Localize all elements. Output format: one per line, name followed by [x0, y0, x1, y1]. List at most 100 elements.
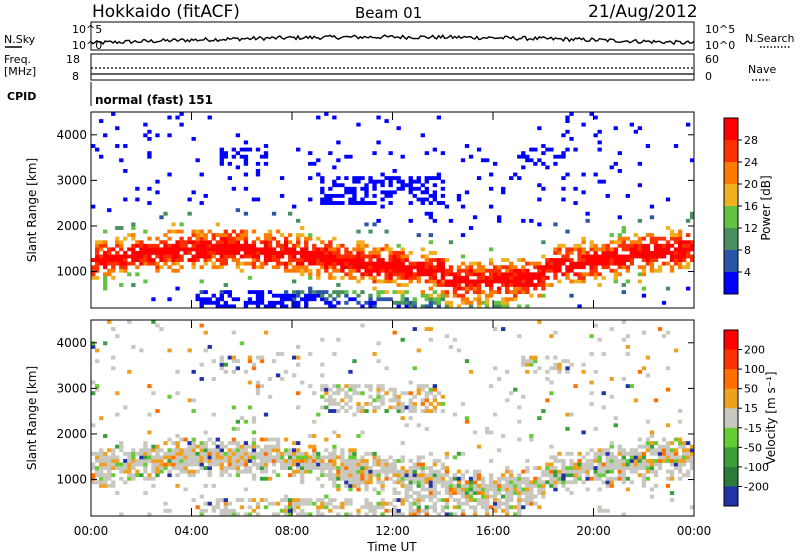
- velocity-cell: [501, 502, 505, 506]
- power-cell: [372, 262, 376, 266]
- velocity-cell: [183, 466, 187, 470]
- velocity-cell: [445, 498, 449, 502]
- velocity-cell: [501, 487, 505, 491]
- velocity-cell: [581, 430, 585, 434]
- power-cell: [505, 290, 509, 294]
- power-cell: [606, 258, 610, 262]
- power-cell: [670, 269, 674, 273]
- power-cell: [292, 279, 296, 283]
- velocity-cell: [682, 448, 686, 452]
- power-cell: [348, 155, 352, 159]
- velocity-cell: [537, 320, 541, 324]
- power-cell: [200, 230, 204, 234]
- power-cell: [441, 294, 445, 298]
- power-cell: [372, 194, 376, 198]
- velocity-cell: [192, 445, 196, 449]
- velocity-cell: [517, 420, 521, 424]
- power-cell: [192, 258, 196, 262]
- velocity-cell: [328, 509, 332, 513]
- velocity-cell: [485, 509, 489, 513]
- velocity-cell: [529, 502, 533, 506]
- velocity-cell: [553, 470, 557, 474]
- power-cell: [224, 255, 228, 259]
- power-cell: [296, 219, 300, 223]
- velocity-cell: [646, 373, 650, 377]
- power-cell: [171, 244, 175, 248]
- power-cell: [300, 297, 304, 301]
- velocity-cell: [200, 466, 204, 470]
- power-cell: [529, 283, 533, 287]
- velocity-cell: [513, 484, 517, 488]
- velocity-cell: [372, 352, 376, 356]
- velocity-cell: [175, 441, 179, 445]
- power-cell: [642, 287, 646, 291]
- velocity-cell: [401, 459, 405, 463]
- power-cell: [200, 247, 204, 251]
- colorbar-segment: [724, 467, 738, 487]
- power-cell: [380, 190, 384, 194]
- power-cell: [344, 301, 348, 305]
- power-cell: [618, 262, 622, 266]
- velocity-cell: [364, 470, 368, 474]
- power-cell: [372, 276, 376, 280]
- power-cell: [429, 272, 433, 276]
- velocity-cell: [175, 445, 179, 449]
- power-cell: [356, 279, 360, 283]
- velocity-cell: [481, 505, 485, 509]
- colorbar-segment: [724, 228, 738, 250]
- power-cell: [545, 262, 549, 266]
- power-cell: [457, 198, 461, 202]
- velocity-cell: [662, 448, 666, 452]
- velocity-panel: 1000200030004000 00:00 04:00 08:00 12:00 16:…: [25, 320, 711, 538]
- velocity-cell: [626, 384, 630, 388]
- velocity-cell: [131, 452, 135, 456]
- velocity-cell: [397, 473, 401, 477]
- power-cell: [236, 233, 240, 237]
- velocity-cell: [228, 459, 232, 463]
- velocity-cell: [642, 477, 646, 481]
- velocity-cell: [457, 480, 461, 484]
- power-cell: [417, 276, 421, 280]
- power-cell: [143, 133, 147, 137]
- velocity-cell: [686, 473, 690, 477]
- power-cell: [284, 294, 288, 298]
- velocity-cell: [99, 470, 103, 474]
- velocity-cell: [517, 406, 521, 410]
- velocity-cell: [646, 470, 650, 474]
- velocity-cell: [481, 498, 485, 502]
- velocity-cell: [268, 395, 272, 399]
- velocity-cell: [581, 466, 585, 470]
- power-cell: [368, 272, 372, 276]
- velocity-cell: [127, 463, 131, 467]
- power-cell: [589, 255, 593, 259]
- velocity-cell: [216, 455, 220, 459]
- velocity-cell: [429, 484, 433, 488]
- power-cell: [429, 258, 433, 262]
- velocity-cell: [561, 480, 565, 484]
- velocity-cell: [666, 459, 670, 463]
- velocity-cell: [300, 466, 304, 470]
- velocity-cell: [208, 466, 212, 470]
- velocity-cell: [461, 487, 465, 491]
- power-cell: [521, 290, 525, 294]
- power-cell: [581, 255, 585, 259]
- power-cell: [131, 237, 135, 241]
- velocity-cell: [445, 452, 449, 456]
- power-cell: [622, 226, 626, 230]
- power-cell: [119, 258, 123, 262]
- power-cell: [175, 116, 179, 120]
- power-cell: [469, 265, 473, 269]
- velocity-cell: [413, 470, 417, 474]
- velocity-cell: [352, 484, 356, 488]
- velocity-cell: [670, 441, 674, 445]
- power-cell: [650, 265, 654, 269]
- power-cell: [288, 233, 292, 237]
- velocity-cell: [541, 473, 545, 477]
- velocity-cell: [545, 466, 549, 470]
- velocity-cell: [155, 409, 159, 413]
- power-cell: [328, 247, 332, 251]
- velocity-cell: [678, 445, 682, 449]
- power-cell: [384, 269, 388, 273]
- power-cell: [268, 237, 272, 241]
- power-cell: [304, 255, 308, 259]
